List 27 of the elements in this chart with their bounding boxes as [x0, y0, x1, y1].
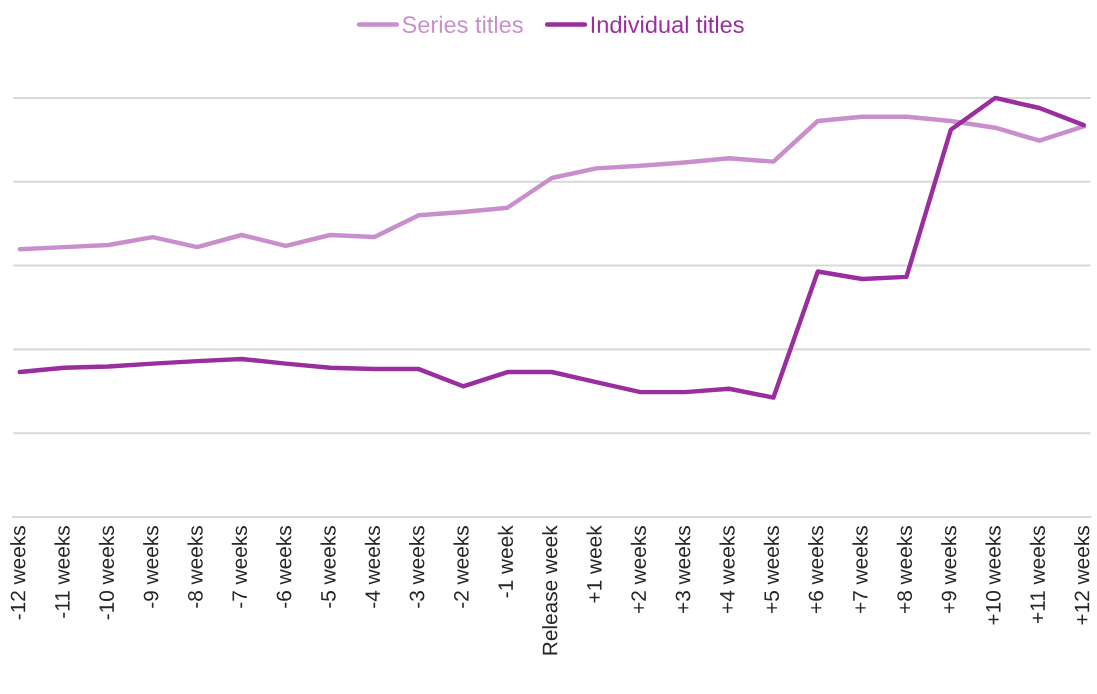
x-tick-label: -10 weeks [98, 526, 115, 620]
x-tick-label: -9 weeks [143, 526, 159, 608]
x-tick-label: -11 weeks [54, 526, 70, 618]
x-tick-label: -1 week [497, 525, 514, 598]
x-tick-label: -8 weeks [187, 526, 203, 608]
x-tick-label: +2 weeks [630, 526, 647, 613]
x-tick-label: +4 weeks [719, 526, 735, 613]
legend-label: Series titles [402, 15, 523, 34]
x-tick-label: +8 weeks [896, 526, 913, 613]
x-tick-label: -3 weeks [409, 526, 425, 608]
x-tick-label: -6 weeks [276, 526, 292, 608]
x-tick-label: +3 weeks [675, 526, 691, 613]
x-tick-label: -12 weeks [10, 526, 26, 620]
x-tick-label: -2 weeks [453, 526, 469, 608]
x-tick-label: +10 weeks [985, 526, 1001, 625]
x-tick-label: +1 week [586, 525, 602, 603]
x-tick-label: +9 weeks [941, 526, 957, 613]
x-tick-label: +5 weeks [763, 526, 780, 613]
legend-label: Individual titles [591, 15, 744, 34]
x-tick-label: +7 weeks [852, 526, 868, 613]
x-tick-label: -5 weeks [320, 526, 336, 608]
x-tick-label: -7 weeks [231, 526, 248, 608]
x-tick-label: Release week [542, 525, 558, 655]
x-tick-label: +6 weeks [808, 526, 824, 613]
x-tick-label: -4 weeks [364, 526, 381, 608]
x-tick-label: +12 weeks [1074, 526, 1090, 625]
x-tick-label: +11 weeks [1029, 526, 1046, 623]
